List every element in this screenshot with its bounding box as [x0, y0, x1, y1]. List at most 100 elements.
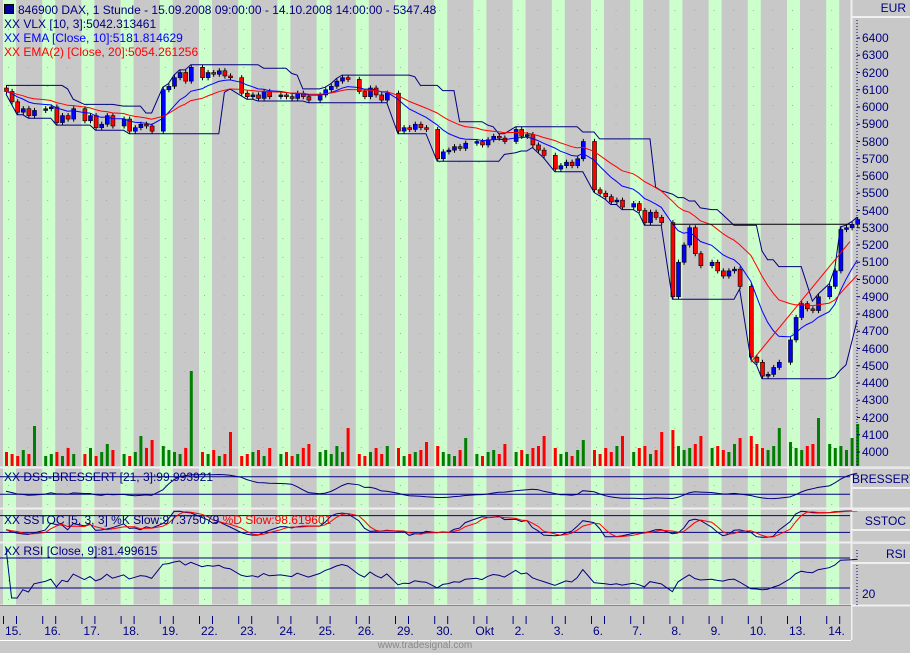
grid-dot: [694, 105, 695, 106]
grid-dot: [615, 105, 617, 106]
grid-dot: [341, 504, 343, 505]
time-tick-label: 17.: [83, 624, 101, 638]
grid-dot: [341, 333, 343, 334]
grid-dot: [654, 86, 656, 87]
grid-dot: [478, 257, 480, 258]
grid-dot: [556, 143, 558, 144]
grid-dot: [752, 29, 754, 30]
grid-dot: [792, 86, 793, 87]
grid-dot: [733, 504, 735, 505]
grid-dot: [831, 124, 833, 125]
volume-bar: [173, 452, 176, 466]
grid-dot: [86, 29, 88, 30]
candle-body: [452, 146, 457, 151]
grid-dot: [517, 371, 519, 372]
grid-dot: [752, 561, 754, 562]
grid-dot: [615, 580, 617, 581]
grid-dot: [498, 105, 499, 106]
grid-dot: [752, 181, 754, 182]
grid-dot: [615, 599, 617, 600]
grid-dot: [184, 485, 186, 486]
grid-dot: [106, 276, 107, 277]
grid-dot: [458, 580, 460, 581]
grid-dot: [400, 428, 401, 429]
grid-dot: [380, 599, 382, 600]
grid-dot: [458, 599, 460, 600]
volume-bar: [581, 440, 585, 466]
grid-dot: [302, 257, 303, 258]
grid-dot: [164, 580, 166, 581]
grid-dot: [184, 48, 186, 49]
volume-bar: [324, 450, 328, 466]
grid-dot: [27, 143, 29, 144]
grid-dot: [282, 276, 284, 277]
grid-dot: [556, 599, 558, 600]
grid-dot: [654, 409, 656, 410]
grid-dot: [458, 276, 460, 277]
grid-dot: [380, 333, 382, 334]
candle-body: [99, 123, 104, 128]
grid-dot: [184, 67, 186, 68]
vlx-legend[interactable]: XX VLX [10, 3]:5042.313461: [4, 17, 156, 31]
grid-dot: [47, 257, 49, 258]
grid-dot: [184, 29, 186, 30]
grid-dot: [262, 295, 264, 296]
grid-dot: [125, 181, 127, 182]
grid-dot: [419, 10, 421, 11]
sstoc-legend[interactable]: XX SSTOC [5, 3, 3] %K Slow:97.375079 %D …: [4, 513, 331, 527]
grid-dot: [478, 523, 480, 524]
grid-dot: [439, 390, 441, 391]
grid-dot: [792, 580, 793, 581]
grid-dot: [400, 504, 401, 505]
rsi-legend[interactable]: XX RSI [Close, 9]:81.499615: [4, 544, 157, 558]
ema2-legend[interactable]: XX EMA(2) [Close, 20]:5054.261256: [4, 45, 198, 59]
volume-bar: [111, 450, 115, 466]
candle-body: [373, 87, 379, 96]
grid-dot: [654, 485, 656, 486]
grid-dot: [47, 485, 49, 486]
candle-body: [608, 196, 614, 203]
grid-dot: [47, 143, 49, 144]
grid-dot: [674, 352, 676, 353]
grid-dot: [831, 67, 833, 68]
grid-dot: [635, 295, 637, 296]
ema-legend[interactable]: XX EMA [Close, 10]:5181.814629: [4, 31, 183, 45]
candle-body: [183, 72, 188, 82]
grid-dot: [66, 447, 68, 448]
volume-bar: [699, 436, 703, 466]
grid-dot: [223, 48, 225, 49]
grid-dot: [772, 314, 774, 315]
candle-body: [256, 94, 261, 99]
grid-dot: [125, 200, 127, 201]
volume-bar: [357, 454, 361, 466]
grid-dot: [674, 599, 676, 600]
price-tick-label: 4600: [862, 341, 889, 356]
grid-dot: [694, 390, 695, 391]
grid-dot: [458, 257, 460, 258]
grid-dot: [341, 10, 343, 11]
grid-dot: [635, 390, 637, 391]
dss-legend[interactable]: XX DSS-BRESSERT [21, 3]:99.993921: [4, 470, 213, 484]
grid-dot: [615, 371, 617, 372]
grid-dot: [596, 390, 597, 391]
grid-dot: [439, 333, 441, 334]
grid-dot: [184, 447, 186, 448]
grid-dot: [792, 276, 793, 277]
candle-body: [379, 94, 385, 101]
volume-bar: [100, 452, 104, 466]
grid-dot: [556, 371, 558, 372]
grid-dot: [419, 333, 421, 334]
grid-dot: [125, 485, 127, 486]
grid-dot: [400, 67, 401, 68]
grid-dot: [615, 67, 617, 68]
grid-dot: [27, 276, 29, 277]
grid-dot: [223, 10, 225, 11]
grid-dot: [752, 67, 754, 68]
grid-dot: [66, 485, 68, 486]
grid-dot: [106, 523, 107, 524]
candle-body: [754, 356, 760, 363]
grid-dot: [811, 371, 813, 372]
grid-dot: [223, 67, 225, 68]
grid-dot: [831, 314, 833, 315]
